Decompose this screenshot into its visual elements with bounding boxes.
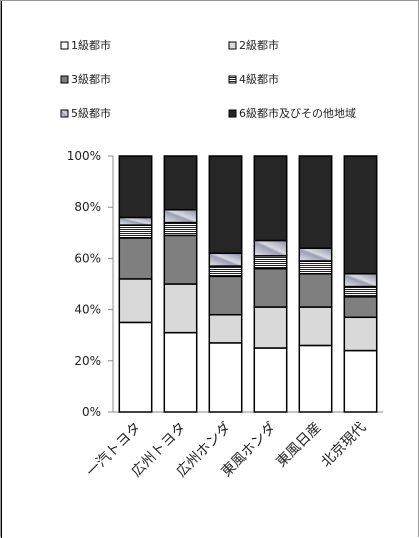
legend-label: 4級都市 [239,72,279,86]
x-tick-label: 北京現代 [318,420,369,471]
bar-stack [163,155,198,413]
legend-label: 6級都市及びその他地域 [239,106,356,120]
legend-item: 6級都市及びその他地域 [228,106,356,120]
bar-segment [118,237,153,280]
bar-segment [208,155,243,255]
y-tick-label: 60% [74,251,101,265]
bar-segment [208,313,243,344]
legend-swatch [60,109,69,118]
bar-segment [253,306,288,349]
bar-segment [298,260,333,275]
x-tick-label: 東風日産 [273,420,324,471]
bar-stack [343,155,378,413]
bar-segment [253,155,288,242]
bar-segment [163,155,198,211]
legend-swatch [60,41,69,50]
bar-segment [118,224,153,239]
bar-segment [163,221,198,237]
bar-segment [253,239,288,257]
legend: 1級都市 2級都市 3級都市 4級都市 5級都市 6級都市及びその他地域 [60,38,356,120]
bar-segment [208,342,243,413]
bar-segment [208,265,243,278]
legend-swatch [60,75,69,84]
bar-segment [343,296,378,319]
bar-segment [208,252,243,267]
bar-segment [118,321,153,413]
legend-label: 3級都市 [71,72,111,86]
legend-swatch [228,41,237,50]
y-tick-label: 0% [82,405,101,419]
bar-segment [163,234,198,285]
y-tick-label: 100% [67,149,101,163]
bar-segment [343,155,378,275]
legend-item: 5級都市 [60,106,111,120]
bar-segment [343,285,378,298]
bars [118,155,378,413]
bar-segment [298,306,333,347]
bar-segment [343,316,378,352]
legend-label: 1級都市 [71,38,111,52]
bar-segment [163,283,198,334]
bar-segment [208,275,243,316]
bar-segment [298,247,333,262]
bar-segment [298,344,333,413]
bar-stack [208,155,243,413]
legend-item: 1級都市 [60,38,111,52]
legend-swatch [228,109,237,118]
bar-stack [118,155,153,413]
bar-segment [343,273,378,288]
legend-label: 5級都市 [71,106,111,120]
bar-segment [298,273,333,308]
y-tick-label: 20% [74,354,101,368]
bar-segment [298,155,333,249]
bar-segment [253,255,288,270]
bar-segment [343,349,378,413]
legend-item: 2級都市 [228,38,279,52]
legend-item: 4級都市 [228,72,279,86]
bar-segment [118,278,153,324]
y-tick-label: 40% [74,303,101,317]
bar-segment [163,331,198,413]
bar-segment [163,209,198,224]
bar-segment [118,216,153,226]
bar-segment [118,155,153,219]
legend-swatch [228,75,237,84]
bar-segment [253,267,288,308]
bar-segment [253,347,288,413]
bar-stack [253,155,288,413]
legend-label: 2級都市 [239,38,279,52]
legend-item: 3級都市 [60,72,111,86]
y-axis: 0% 20% 40% 60% 80% 100% [67,149,383,419]
y-tick-label: 80% [74,200,101,214]
bar-stack [298,155,333,413]
